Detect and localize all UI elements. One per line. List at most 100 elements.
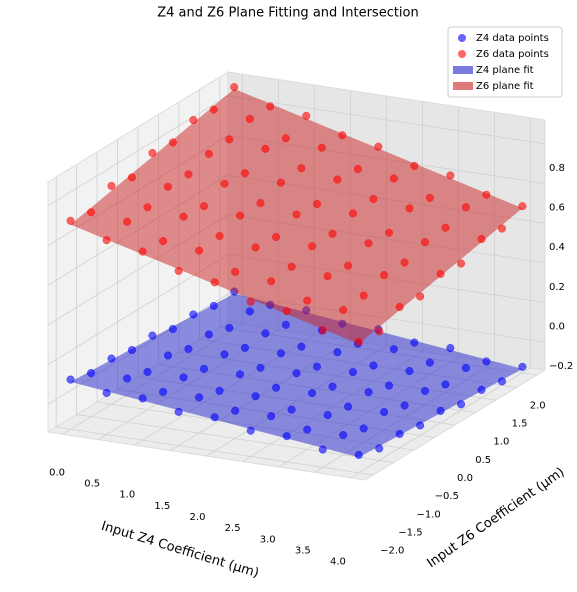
x-tick-label: 1.5 bbox=[154, 501, 170, 512]
x-tick-label: 1.0 bbox=[119, 490, 135, 501]
data-point bbox=[312, 362, 322, 371]
data-point bbox=[477, 235, 486, 244]
data-point bbox=[380, 271, 389, 280]
data-point bbox=[292, 369, 301, 378]
y-tick-label: 1.5 bbox=[512, 418, 528, 429]
data-point bbox=[256, 363, 265, 372]
data-point bbox=[328, 229, 337, 238]
data-point bbox=[204, 149, 213, 158]
data-point bbox=[195, 246, 204, 255]
z-tick-label: 0.0 bbox=[549, 322, 565, 333]
grid-line bbox=[56, 426, 374, 476]
legend-label: Z6 plane fit bbox=[476, 81, 534, 92]
data-point bbox=[338, 131, 347, 140]
data-point bbox=[210, 413, 219, 422]
data-point bbox=[353, 165, 362, 174]
data-point bbox=[163, 351, 173, 360]
data-point bbox=[354, 450, 363, 460]
data-point bbox=[436, 269, 445, 279]
x-tick-label: 3.0 bbox=[260, 534, 276, 545]
data-point bbox=[204, 330, 213, 339]
data-point bbox=[287, 405, 296, 414]
y-tick-label: 1.0 bbox=[493, 437, 509, 448]
legend-label: Z6 data points bbox=[476, 49, 549, 60]
data-point bbox=[189, 116, 198, 125]
data-point bbox=[240, 169, 249, 178]
data-point bbox=[282, 432, 291, 441]
data-point bbox=[66, 216, 75, 225]
data-point bbox=[215, 231, 224, 241]
data-point bbox=[189, 310, 198, 319]
data-point bbox=[127, 173, 137, 182]
data-point bbox=[148, 148, 157, 158]
data-point bbox=[425, 193, 434, 202]
data-point bbox=[159, 237, 168, 246]
grid-line bbox=[76, 414, 394, 463]
y-tick-label: 0.5 bbox=[475, 455, 491, 466]
data-point bbox=[364, 239, 373, 248]
data-point bbox=[261, 329, 270, 338]
data-point bbox=[292, 210, 301, 219]
data-point bbox=[245, 307, 254, 316]
data-point bbox=[281, 320, 290, 329]
data-point bbox=[456, 259, 466, 268]
data-point bbox=[482, 190, 491, 199]
data-point bbox=[297, 342, 306, 351]
legend-label: Z4 data points bbox=[476, 33, 549, 44]
data-point bbox=[359, 424, 368, 433]
data-point bbox=[184, 170, 193, 179]
z-tick-label: 0.6 bbox=[549, 202, 565, 213]
data-point bbox=[354, 337, 363, 346]
data-point bbox=[287, 262, 296, 271]
data-point bbox=[344, 261, 353, 270]
data-point bbox=[184, 344, 193, 353]
data-point bbox=[318, 326, 327, 335]
chart-title: Z4 and Z6 Plane Fitting and Intersection bbox=[157, 6, 419, 21]
data-point bbox=[375, 444, 384, 453]
data-point bbox=[323, 272, 332, 281]
data-point bbox=[281, 134, 290, 143]
data-point bbox=[123, 374, 132, 383]
data-point bbox=[303, 296, 312, 305]
x-tick-label: 2.5 bbox=[225, 523, 241, 534]
data-point bbox=[400, 401, 409, 410]
data-point bbox=[359, 291, 368, 300]
data-point bbox=[225, 323, 234, 332]
data-point bbox=[261, 144, 270, 153]
data-point bbox=[127, 345, 137, 355]
data-point bbox=[405, 204, 414, 213]
data-point bbox=[168, 324, 177, 334]
data-point bbox=[312, 199, 322, 209]
y-tick-label: −1.5 bbox=[398, 528, 422, 539]
data-point bbox=[256, 199, 265, 208]
data-point bbox=[425, 358, 434, 367]
data-point bbox=[209, 105, 218, 114]
legend-marker bbox=[458, 34, 466, 42]
data-point bbox=[446, 171, 455, 180]
data-point bbox=[230, 83, 239, 92]
data-point bbox=[195, 393, 204, 402]
data-point bbox=[251, 243, 260, 252]
data-point bbox=[420, 386, 430, 396]
data-point bbox=[102, 388, 111, 398]
y-tick-label: −2.0 bbox=[380, 546, 404, 557]
data-point bbox=[163, 182, 173, 191]
data-point bbox=[209, 301, 218, 311]
data-point bbox=[410, 161, 419, 171]
data-point bbox=[416, 292, 425, 301]
data-point bbox=[436, 406, 445, 415]
data-point bbox=[518, 202, 527, 211]
data-point bbox=[179, 373, 188, 382]
data-point bbox=[416, 421, 425, 430]
data-point bbox=[441, 380, 450, 389]
data-point bbox=[282, 307, 291, 316]
y-tick-label: −1.0 bbox=[416, 509, 440, 520]
data-point bbox=[395, 302, 404, 311]
x-tick-label: 4.0 bbox=[330, 557, 346, 568]
grid-line bbox=[47, 95, 229, 207]
data-point bbox=[168, 138, 177, 147]
data-point bbox=[302, 111, 311, 120]
grid-line bbox=[227, 95, 546, 145]
z-tick-label: 0.8 bbox=[549, 163, 565, 174]
data-point bbox=[123, 217, 132, 226]
